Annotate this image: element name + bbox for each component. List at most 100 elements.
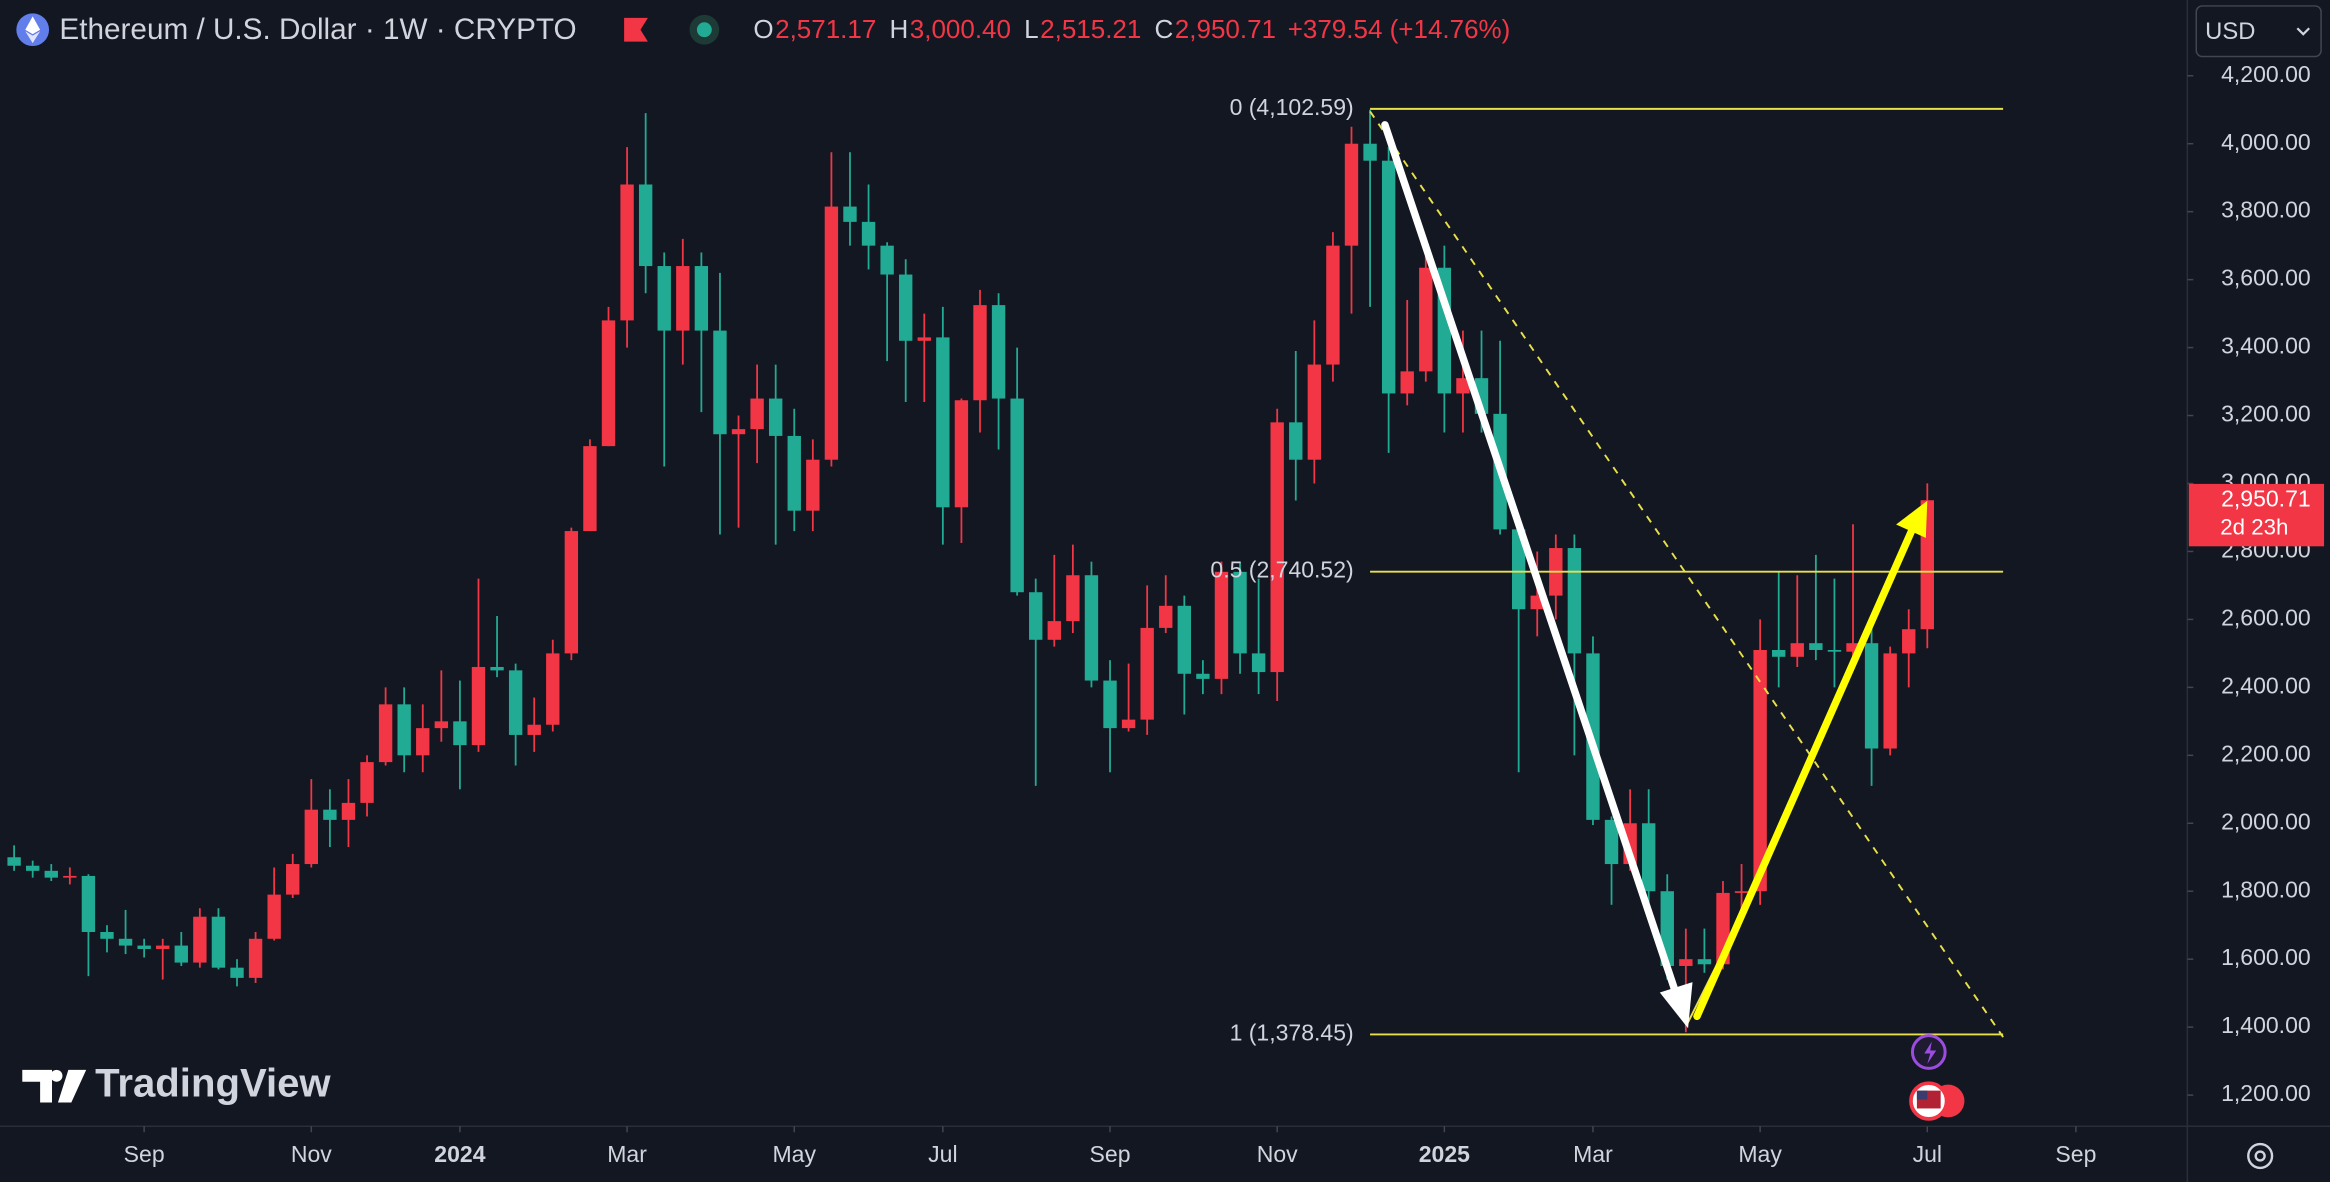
x-tick-label: Nov	[291, 1141, 332, 1167]
candle-body	[1251, 653, 1266, 673]
arrow-shaft	[1381, 121, 1682, 1003]
candle-body	[694, 266, 709, 331]
x-tick-label: 2024	[434, 1141, 485, 1167]
candle-body	[434, 721, 449, 729]
candle-body	[1456, 378, 1470, 394]
gear-center[interactable]	[2254, 1150, 2266, 1162]
candle-body	[676, 266, 690, 331]
candle-body	[1381, 160, 1396, 394]
down-arrow	[1381, 121, 1693, 1029]
candle-body	[973, 305, 987, 401]
candle-body	[880, 245, 894, 275]
candle-body	[1103, 680, 1117, 729]
candle-body	[638, 184, 653, 267]
candle-body	[1753, 649, 1767, 892]
x-tick-label: Sep	[1090, 1141, 1131, 1167]
candle-body	[583, 446, 597, 532]
candle-body	[1344, 143, 1359, 246]
candle-body	[1697, 959, 1712, 965]
candle-body	[731, 429, 746, 435]
candle-body	[1902, 629, 1916, 654]
candle-body	[248, 938, 263, 978]
x-tick-label: May	[1738, 1141, 1782, 1167]
candle-body	[1084, 575, 1099, 681]
currency-label[interactable]: USD	[2205, 18, 2255, 45]
ohlc-key: O	[753, 14, 773, 44]
currency-select[interactable]: USD	[2195, 5, 2322, 58]
y-tick-label: 1,400.00	[2221, 1012, 2311, 1038]
candle-body	[657, 266, 671, 331]
chevron[interactable]	[2296, 27, 2310, 36]
y-tick-label: 1,600.00	[2221, 944, 2311, 970]
candle-body	[527, 724, 541, 735]
price-tag-label: 2,950.71	[2221, 485, 2311, 511]
candle-body	[1121, 719, 1136, 729]
candle-body	[1270, 422, 1284, 673]
y-tick-label: 2,000.00	[2221, 808, 2311, 834]
ohlc-value: 3,000.40	[910, 14, 1011, 44]
header: Ethereum / U.S. Dollar · 1W · CRYPTO O2,…	[16, 13, 1510, 47]
candle-body	[1604, 819, 1619, 865]
change-value: +379.54 (+14.76%)	[1288, 14, 1511, 44]
y-tick-label: 4,000.00	[2221, 129, 2311, 155]
candle-body	[1641, 823, 1656, 892]
arrow-head	[1659, 982, 1693, 1029]
candle-body	[1159, 605, 1173, 628]
coin-glyph	[25, 16, 41, 35]
candle-body	[1846, 643, 1860, 652]
fib-label: 0.5 (2,740.52)	[1210, 557, 1353, 583]
candle-body	[490, 666, 504, 671]
currency-box[interactable]	[2195, 5, 2322, 58]
candle-body	[193, 916, 207, 963]
candle-body	[397, 704, 411, 756]
y-tick-label: 1,800.00	[2221, 876, 2311, 902]
watermark-text: TradingView	[95, 1062, 331, 1106]
fib-label: 0 (4,102.59)	[1230, 94, 1354, 120]
event-glyph	[1924, 1041, 1937, 1064]
candle-body	[1326, 245, 1340, 365]
candle-body	[806, 459, 820, 511]
candle-body	[861, 221, 876, 246]
candle-body	[787, 435, 801, 511]
watermark: TradingView	[22, 1062, 331, 1106]
candle-body	[7, 857, 21, 866]
candle-body	[1864, 643, 1879, 749]
candle-body	[26, 865, 40, 871]
x-tick-label: Jul	[1913, 1141, 1942, 1167]
candle-body	[286, 864, 300, 895]
candle-body	[936, 337, 950, 508]
status-dot	[696, 22, 712, 38]
candle-body	[843, 206, 857, 222]
candle-body	[768, 398, 783, 436]
x-tick-label: Mar	[1573, 1141, 1613, 1167]
candle-body	[267, 894, 281, 939]
candle-body	[1177, 605, 1192, 674]
x-tick-label: Sep	[2055, 1141, 2096, 1167]
settings-icon[interactable]	[2247, 1142, 2274, 1170]
up-arrow	[1693, 500, 1928, 1021]
candle-body	[1400, 371, 1414, 394]
candle-body	[1567, 548, 1582, 654]
candle-body	[1679, 959, 1693, 966]
candle-body	[211, 916, 226, 968]
candle-body	[1363, 143, 1377, 161]
flag-icon	[624, 17, 648, 42]
candle-body	[1307, 364, 1322, 460]
candle-body	[230, 967, 244, 978]
candle-body	[81, 875, 96, 932]
ohlc-key: H	[890, 14, 909, 44]
x-tick-label: Jul	[928, 1141, 957, 1167]
y-tick-label: 4,200.00	[2221, 61, 2311, 87]
candle-body	[137, 945, 151, 949]
candle-body	[118, 938, 133, 946]
candle-body	[899, 274, 913, 341]
watermark-logo	[22, 1069, 87, 1103]
candle-body	[341, 802, 356, 820]
arrow-shaft	[1693, 525, 1917, 1021]
x-tick-label: Nov	[1257, 1141, 1298, 1167]
ohlc-legend: O2,571.17 H3,000.40 L2,515.21 C2,950.71 …	[753, 14, 1510, 44]
symbol-title: Ethereum / U.S. Dollar · 1W · CRYPTO	[59, 13, 576, 46]
gear[interactable]	[2247, 1142, 2274, 1170]
candle-body	[1809, 643, 1823, 650]
